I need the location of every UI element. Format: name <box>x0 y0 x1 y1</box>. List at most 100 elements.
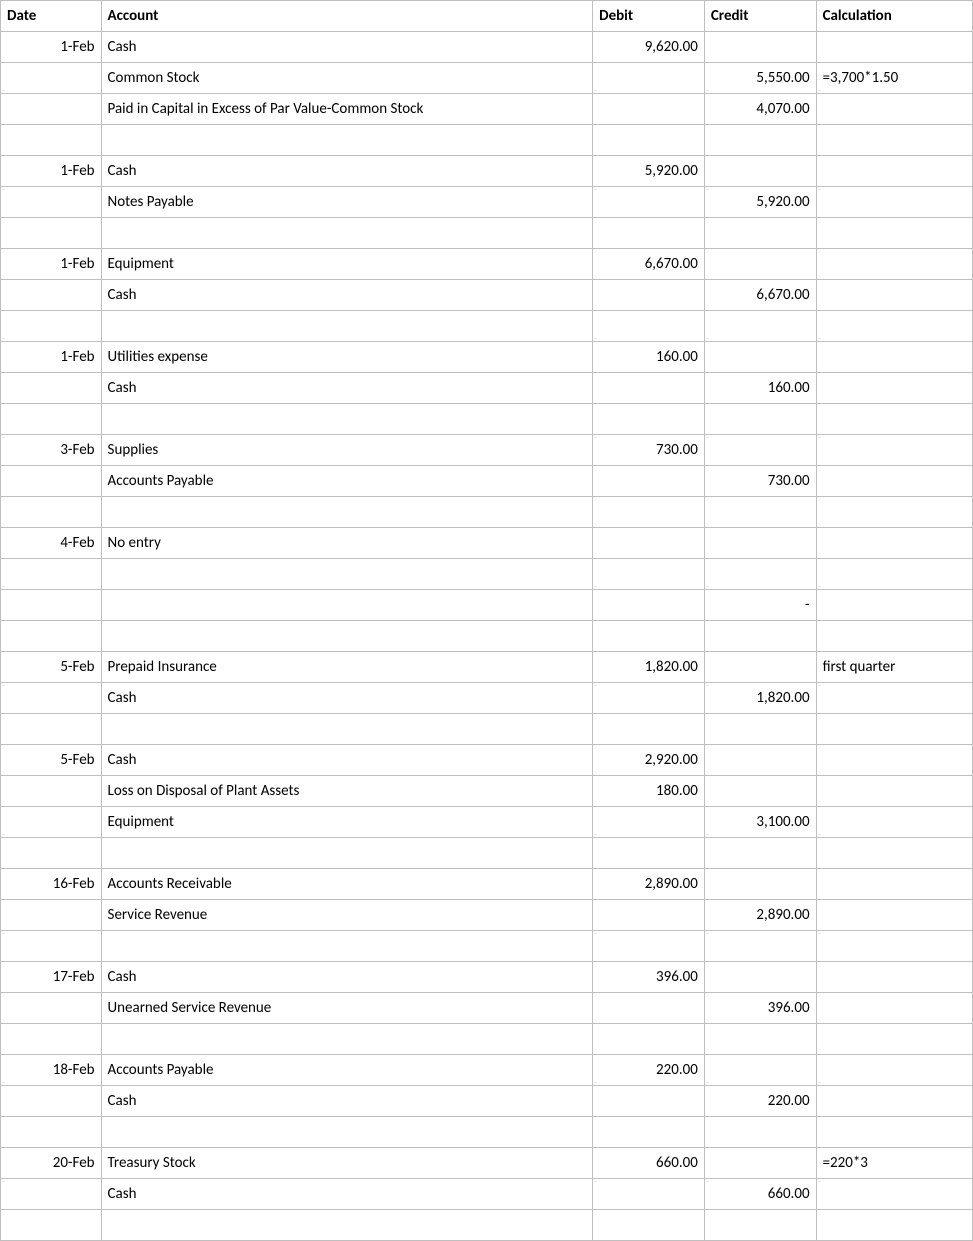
cell-debit: 160.00 <box>593 342 705 373</box>
cell-credit: 160.00 <box>704 373 816 404</box>
cell-calc <box>816 94 972 125</box>
cell-calc <box>816 466 972 497</box>
cell-date <box>1 373 102 404</box>
cell-debit: 1,820.00 <box>593 652 705 683</box>
cell-calc <box>816 962 972 993</box>
table-row: 17-FebCash396.00 <box>1 962 973 993</box>
table-row: Unearned Service Revenue396.00 <box>1 993 973 1024</box>
cell-account <box>101 125 593 156</box>
cell-account <box>101 1210 593 1241</box>
cell-date <box>1 714 102 745</box>
table-row: 1-FebCash9,620.00 <box>1 32 973 63</box>
table-row <box>1 838 973 869</box>
cell-account: Accounts Payable <box>101 466 593 497</box>
cell-date <box>1 466 102 497</box>
cell-date <box>1 187 102 218</box>
cell-account <box>101 404 593 435</box>
cell-account <box>101 311 593 342</box>
cell-account: Supplies <box>101 435 593 466</box>
table-row: Service Revenue2,890.00 <box>1 900 973 931</box>
cell-credit: 2,890.00 <box>704 900 816 931</box>
cell-account: Prepaid Insurance <box>101 652 593 683</box>
cell-debit <box>593 1117 705 1148</box>
cell-debit <box>593 838 705 869</box>
cell-calc <box>816 187 972 218</box>
cell-calc <box>816 497 972 528</box>
cell-date <box>1 1210 102 1241</box>
cell-credit <box>704 342 816 373</box>
cell-account: Paid in Capital in Excess of Par Value-C… <box>101 94 593 125</box>
cell-debit: 220.00 <box>593 1055 705 1086</box>
cell-account <box>101 621 593 652</box>
table-row <box>1 125 973 156</box>
cell-credit <box>704 497 816 528</box>
cell-date <box>1 1086 102 1117</box>
cell-debit <box>593 1024 705 1055</box>
cell-date: 20-Feb <box>1 1148 102 1179</box>
table-row <box>1 311 973 342</box>
cell-date: 5-Feb <box>1 652 102 683</box>
col-header-account: Account <box>101 1 593 32</box>
cell-debit <box>593 373 705 404</box>
cell-account: Cash <box>101 156 593 187</box>
table-row: Cash6,670.00 <box>1 280 973 311</box>
table-row: Loss on Disposal of Plant Assets180.00 <box>1 776 973 807</box>
table-row <box>1 1117 973 1148</box>
cell-date <box>1 900 102 931</box>
table-row: 3-FebSupplies730.00 <box>1 435 973 466</box>
table-row <box>1 621 973 652</box>
cell-date <box>1 931 102 962</box>
cell-account: Accounts Payable <box>101 1055 593 1086</box>
cell-debit <box>593 900 705 931</box>
table-row <box>1 404 973 435</box>
cell-calc <box>816 1117 972 1148</box>
cell-calc <box>816 1055 972 1086</box>
cell-debit: 2,890.00 <box>593 869 705 900</box>
cell-account: Cash <box>101 745 593 776</box>
cell-debit <box>593 218 705 249</box>
cell-date <box>1 683 102 714</box>
cell-credit <box>704 714 816 745</box>
cell-credit <box>704 776 816 807</box>
table-row <box>1 931 973 962</box>
cell-account <box>101 590 593 621</box>
cell-account: Notes Payable <box>101 187 593 218</box>
cell-debit <box>593 714 705 745</box>
cell-debit: 660.00 <box>593 1148 705 1179</box>
cell-calc <box>816 838 972 869</box>
table-row: Accounts Payable730.00 <box>1 466 973 497</box>
cell-account: Cash <box>101 32 593 63</box>
cell-credit <box>704 311 816 342</box>
cell-credit: 1,820.00 <box>704 683 816 714</box>
cell-debit: 6,670.00 <box>593 249 705 280</box>
cell-credit <box>704 1055 816 1086</box>
cell-calc <box>816 1086 972 1117</box>
cell-date <box>1 125 102 156</box>
cell-date <box>1 280 102 311</box>
table-row <box>1 218 973 249</box>
table-row: Cash1,820.00 <box>1 683 973 714</box>
cell-credit <box>704 962 816 993</box>
cell-debit <box>593 466 705 497</box>
cell-debit <box>593 683 705 714</box>
cell-credit <box>704 559 816 590</box>
cell-account <box>101 1024 593 1055</box>
cell-debit <box>593 404 705 435</box>
cell-account: Cash <box>101 962 593 993</box>
cell-date: 1-Feb <box>1 156 102 187</box>
table-row <box>1 1210 973 1241</box>
cell-date <box>1 559 102 590</box>
cell-debit <box>593 94 705 125</box>
cell-date <box>1 776 102 807</box>
cell-date: 1-Feb <box>1 342 102 373</box>
cell-account: Cash <box>101 280 593 311</box>
cell-calc <box>816 373 972 404</box>
table-row: Cash220.00 <box>1 1086 973 1117</box>
cell-credit <box>704 125 816 156</box>
cell-calc <box>816 32 972 63</box>
cell-credit: - <box>704 590 816 621</box>
cell-account: Treasury Stock <box>101 1148 593 1179</box>
cell-account <box>101 931 593 962</box>
cell-date: 1-Feb <box>1 249 102 280</box>
cell-credit: 4,070.00 <box>704 94 816 125</box>
